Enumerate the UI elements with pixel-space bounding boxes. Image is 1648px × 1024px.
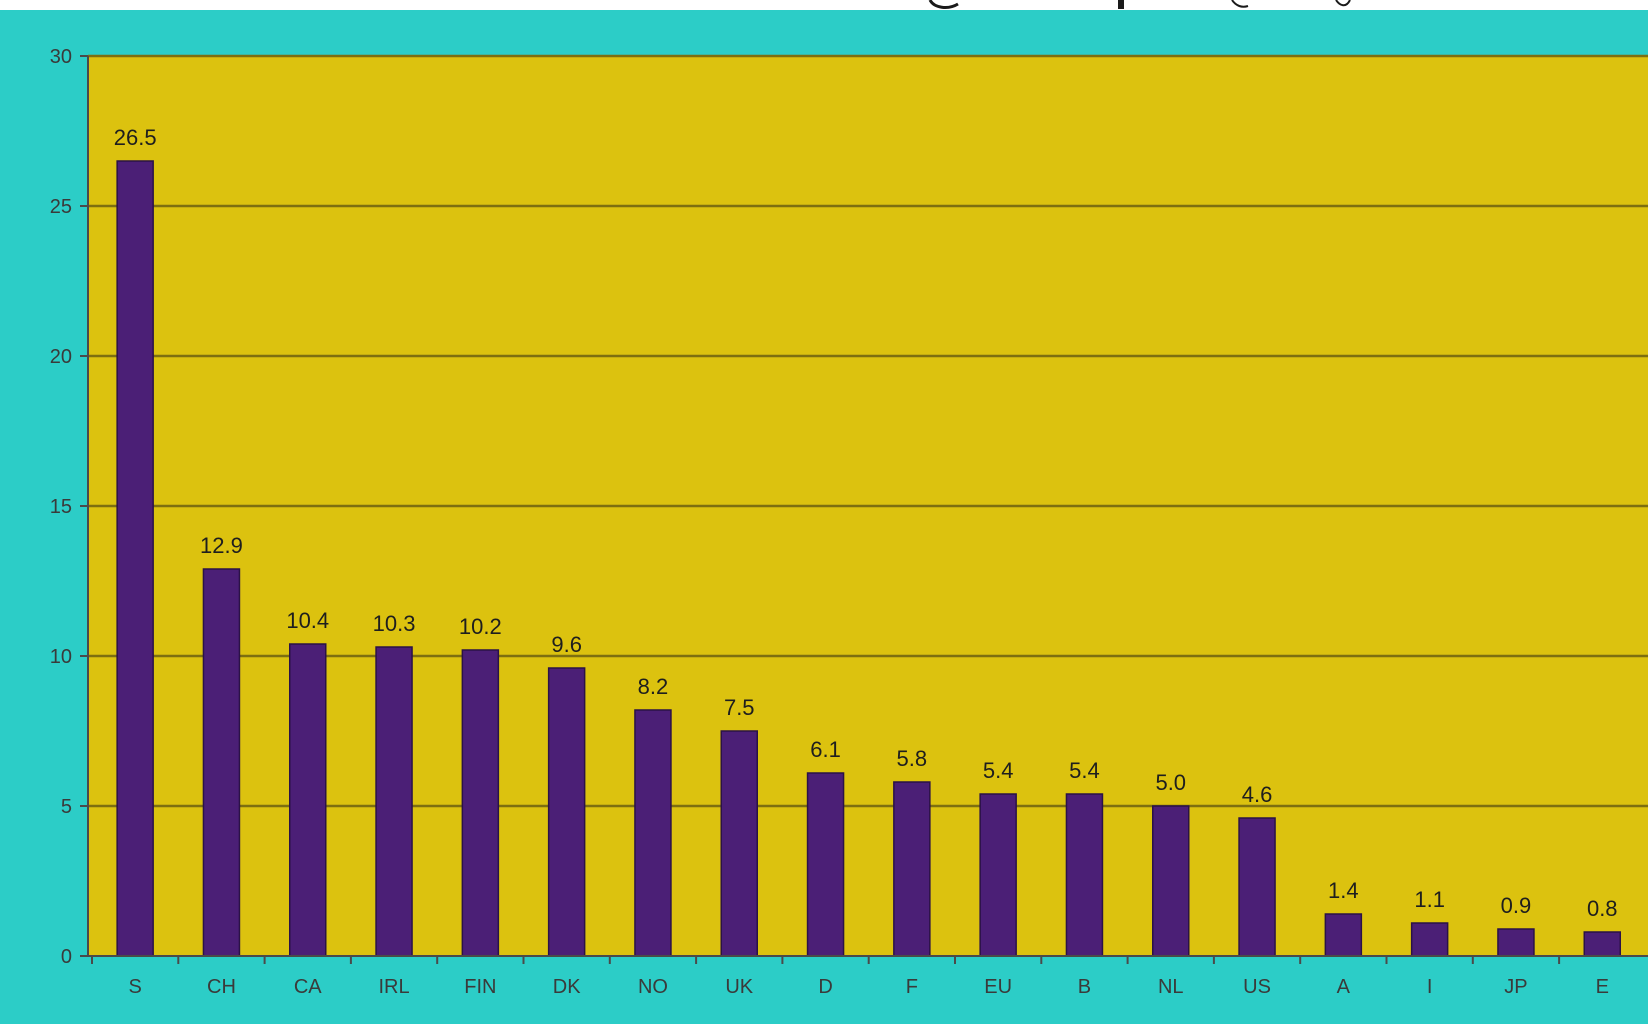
bar-ca [289,643,327,957]
y-tick-label: 20 [50,346,72,368]
y-tick-label: 15 [50,496,72,518]
cropped-title-strip [0,0,1648,10]
data-label: 9.6 [551,632,582,657]
x-tick-label: D [818,976,832,998]
title-glyph-fragment [1335,0,1351,7]
y-tick-label: 25 [50,196,72,218]
bar-s [116,160,154,957]
x-tick-label: FIN [464,976,496,998]
title-glyph-fragment [1118,0,1124,9]
axes: 0 5 10 15 20 25 30 S CH CA IRL FIN DK NO UK D F EU B NL US A I… [50,46,1648,998]
data-label: 5.8 [897,746,928,771]
x-tick-label: NO [638,976,668,998]
bar-eu [979,793,1017,957]
y-tick-label: 5 [61,796,72,818]
x-tick-label: IRL [378,976,409,998]
y-tick-label: 10 [50,646,72,668]
data-label: 10.3 [373,611,416,636]
data-label: 6.1 [810,737,841,762]
data-label: 26.5 [114,125,157,150]
x-tick-label: EU [984,976,1012,998]
bar-irl [375,646,413,957]
bar-uk [720,730,758,957]
data-label: 4.6 [1242,782,1273,807]
x-tick-label: S [128,976,141,998]
data-label: 5.4 [1069,758,1100,783]
x-tick-label: B [1078,976,1091,998]
x-tick-label: UK [725,976,753,998]
bar-f [893,781,931,957]
x-tick-label: JP [1504,976,1527,998]
data-label: 8.2 [638,674,669,699]
data-label: 1.1 [1414,887,1445,912]
cropped-title-glyphs [928,0,1351,9]
data-label: 10.4 [286,608,329,633]
bars [116,160,1621,957]
x-tick-label: US [1243,976,1271,998]
bar-b [1065,793,1104,957]
gridlines [88,54,1648,808]
x-tick-label: CH [207,976,236,998]
data-label: 0.8 [1587,896,1618,921]
data-labels: 26.5 12.9 10.4 10.3 10.2 9.6 8.2 7.5 6.1 5.8 5.4 5.… [114,125,1618,921]
data-label: 7.5 [724,695,755,720]
data-label: 12.9 [200,533,243,558]
data-label: 1.4 [1328,878,1359,903]
x-tick-label: E [1596,976,1609,998]
x-tick-label: CA [294,976,322,998]
bar-no [634,709,672,957]
title-glyph-fragment [1231,0,1249,8]
data-label: 5.4 [983,758,1014,783]
data-label: 5.0 [1155,770,1186,795]
data-label: 10.2 [459,614,502,639]
bar-jp [1497,928,1535,957]
bar-nl [1152,805,1190,957]
bar-ch [202,568,241,957]
bar-e [1583,931,1621,957]
y-tick-label: 0 [61,946,72,968]
bar-dk [547,667,586,957]
bar-a [1324,913,1363,957]
bar-us [1238,817,1276,957]
bar-i [1410,922,1449,957]
x-tick-label: DK [553,976,581,998]
data-label: 0.9 [1501,893,1532,918]
title-glyph-fragment [928,0,959,9]
x-tick-label: A [1337,976,1351,998]
x-tick-label: I [1427,976,1433,998]
bar-fin [461,649,500,957]
bar-d [806,772,845,957]
x-tick-label: F [906,976,918,998]
y-tick-label: 30 [50,46,72,68]
x-tick-label: NL [1158,976,1184,998]
